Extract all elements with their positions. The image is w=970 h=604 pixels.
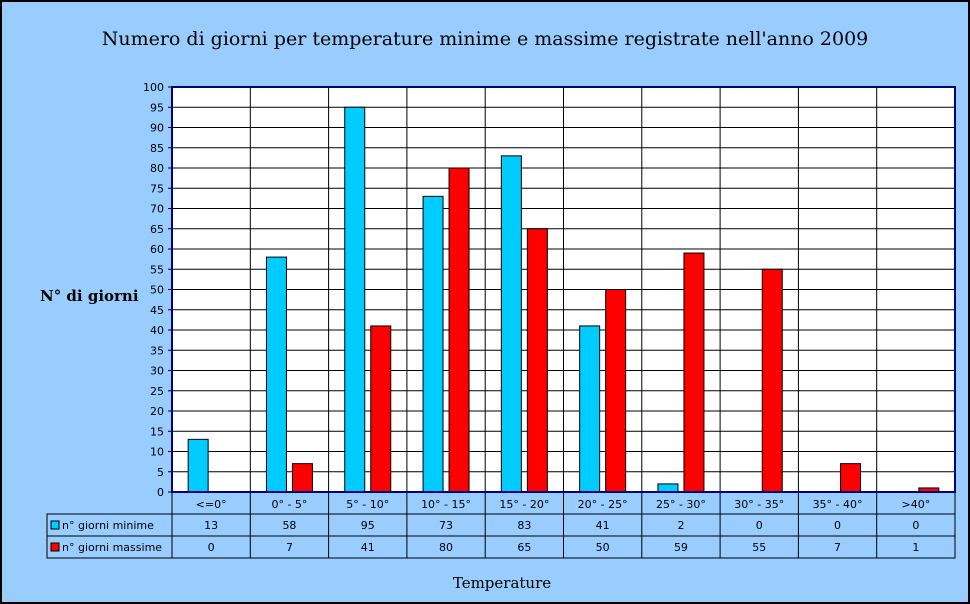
data-table-value: 7 (286, 541, 293, 554)
bar-massime (840, 463, 862, 493)
data-table-value: 41 (361, 541, 375, 554)
data-table-value: 83 (517, 519, 531, 532)
x-tick-label: 15° - 20° (499, 498, 549, 511)
data-table-value: 58 (282, 519, 296, 532)
data-table-value: 65 (517, 541, 531, 554)
bar-massime (448, 167, 470, 493)
data-table-value: 2 (677, 519, 684, 532)
x-axis-label: Temperature (452, 574, 552, 592)
y-tick-label: 95 (150, 101, 164, 114)
y-tick-label: 0 (157, 486, 164, 499)
chart-title: Numero di giorni per temperature minime … (101, 28, 869, 50)
data-table-value: 0 (208, 541, 215, 554)
y-tick-label: 45 (150, 304, 164, 317)
data-table-value: 80 (439, 541, 453, 554)
bar-massime (605, 289, 627, 493)
y-tick-label: 90 (150, 122, 164, 135)
y-tick-label: 20 (150, 405, 164, 418)
bar-massime (526, 228, 548, 493)
y-tick-label: 35 (150, 344, 164, 357)
y-tick-label: 15 (150, 425, 164, 438)
x-tick-label: 30° - 35° (734, 498, 784, 511)
x-tick-label: 0° - 5° (271, 498, 307, 511)
x-tick-label: <=0° (196, 498, 227, 511)
y-tick-label: 50 (150, 284, 164, 297)
bar-minime (187, 438, 209, 493)
y-tick-label: 75 (150, 182, 164, 195)
bar-minime (579, 325, 601, 493)
plot-border (171, 86, 956, 493)
x-tick-label: >40° (901, 498, 930, 511)
bar-massime (761, 268, 783, 493)
y-tick-label: 55 (150, 263, 164, 276)
bar-massime (291, 463, 313, 493)
bar-minime (657, 483, 679, 493)
y-tick-label: 60 (150, 243, 164, 256)
bar-minime (344, 106, 366, 493)
x-tick-label: 20° - 25° (578, 498, 628, 511)
legend-key (50, 542, 60, 552)
data-table-value: 13 (204, 519, 218, 532)
y-axis-label: N° di giorni (40, 287, 139, 305)
data-table-value: 7 (834, 541, 841, 554)
y-tick-label: 40 (150, 324, 164, 337)
data-table-value: 41 (596, 519, 610, 532)
bar-minime (500, 155, 522, 493)
y-tick-label: 30 (150, 365, 164, 378)
legend-key (50, 520, 60, 530)
y-tick-label: 80 (150, 162, 164, 175)
bar-minime (265, 256, 287, 493)
y-tick-label: 100 (143, 81, 164, 94)
y-tick-label: 70 (150, 203, 164, 216)
data-table-value: 0 (834, 519, 841, 532)
y-tick-label: 85 (150, 142, 164, 155)
data-table-value: 55 (752, 541, 766, 554)
x-tick-label: 5° - 10° (346, 498, 389, 511)
x-tick-label: 35° - 40° (813, 498, 863, 511)
y-tick-label: 5 (157, 466, 164, 479)
x-tick-label: 10° - 15° (421, 498, 471, 511)
y-tick-label: 10 (150, 446, 164, 459)
data-table-value: 73 (439, 519, 453, 532)
y-tick-label: 25 (150, 385, 164, 398)
bar-minime (422, 195, 444, 493)
bar-massime (683, 252, 705, 493)
data-table-value: 0 (912, 519, 919, 532)
data-table-value: 1 (912, 541, 919, 554)
y-tick-label: 65 (150, 223, 164, 236)
bar-massime (370, 325, 392, 493)
x-tick-label: 25° - 30° (656, 498, 706, 511)
data-table-value: 95 (361, 519, 375, 532)
data-table-value: 0 (756, 519, 763, 532)
legend-label: n° giorni massime (62, 541, 162, 554)
legend-label: n° giorni minime (62, 519, 154, 532)
data-table-value: 50 (596, 541, 610, 554)
data-table-value: 59 (674, 541, 688, 554)
